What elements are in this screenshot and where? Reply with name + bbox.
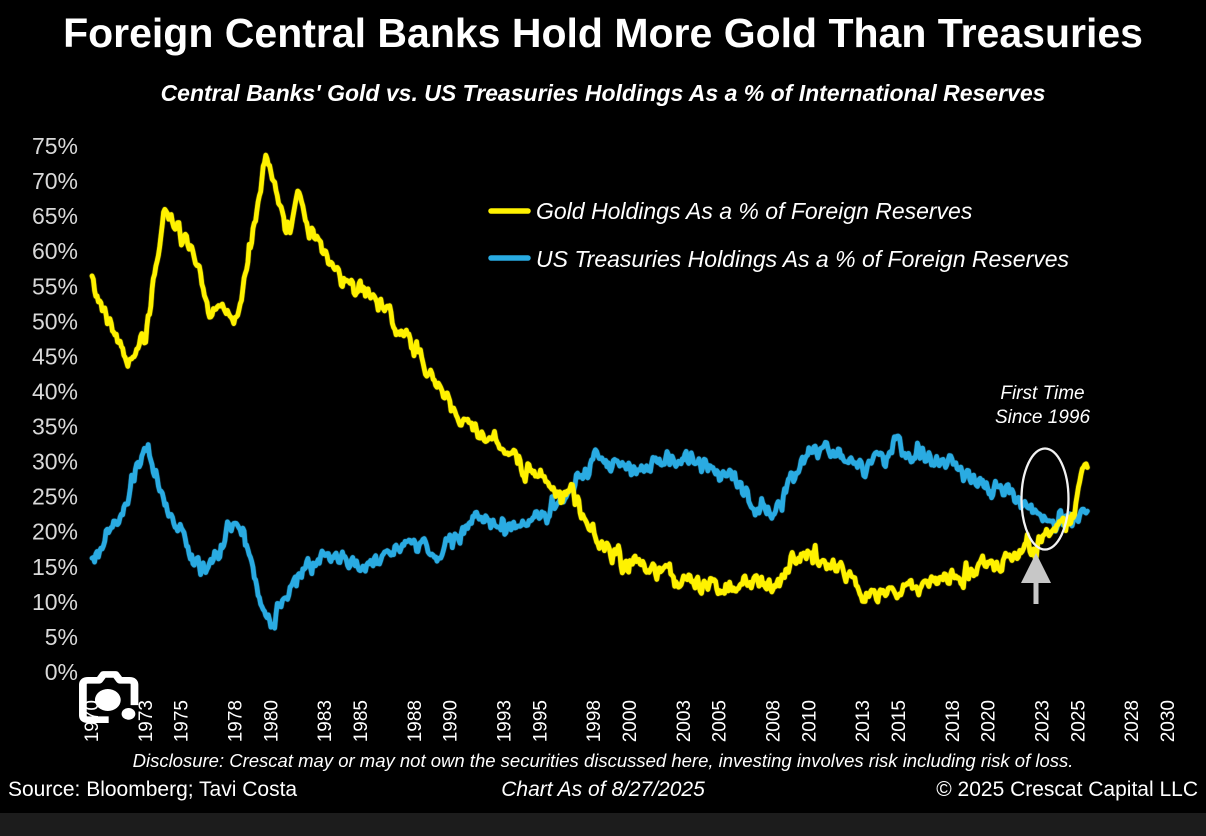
- svg-text:1973: 1973: [136, 700, 157, 742]
- svg-text:60%: 60%: [32, 238, 78, 264]
- svg-text:1975: 1975: [172, 700, 193, 742]
- svg-text:2015: 2015: [889, 700, 910, 742]
- svg-text:2003: 2003: [674, 700, 695, 742]
- svg-text:20%: 20%: [32, 519, 78, 545]
- svg-text:5%: 5%: [45, 624, 78, 650]
- svg-text:2000: 2000: [620, 700, 641, 742]
- svg-text:0%: 0%: [45, 659, 78, 685]
- svg-text:1978: 1978: [226, 700, 247, 742]
- svg-text:2018: 2018: [943, 700, 964, 742]
- svg-text:70%: 70%: [32, 168, 78, 194]
- svg-text:35%: 35%: [32, 414, 78, 440]
- svg-text:2025: 2025: [1068, 700, 1089, 742]
- svg-text:55%: 55%: [32, 273, 78, 299]
- svg-text:2010: 2010: [799, 700, 820, 742]
- svg-text:2028: 2028: [1122, 700, 1143, 742]
- svg-text:50%: 50%: [32, 308, 78, 334]
- svg-text:2013: 2013: [853, 700, 874, 742]
- svg-text:1993: 1993: [495, 700, 516, 742]
- svg-text:40%: 40%: [32, 379, 78, 405]
- svg-text:75%: 75%: [32, 133, 78, 159]
- svg-text:1998: 1998: [584, 700, 605, 742]
- svg-text:2005: 2005: [710, 700, 731, 742]
- svg-text:1995: 1995: [530, 700, 551, 742]
- svg-text:1983: 1983: [315, 700, 336, 742]
- svg-text:30%: 30%: [32, 449, 78, 475]
- svg-text:1985: 1985: [351, 700, 372, 742]
- svg-text:2020: 2020: [979, 700, 1000, 742]
- svg-text:1988: 1988: [405, 700, 426, 742]
- svg-text:1980: 1980: [261, 700, 282, 742]
- svg-text:65%: 65%: [32, 203, 78, 229]
- svg-text:2008: 2008: [764, 700, 785, 742]
- svg-text:1990: 1990: [441, 700, 462, 742]
- svg-text:15%: 15%: [32, 554, 78, 580]
- svg-text:25%: 25%: [32, 484, 78, 510]
- svg-text:2023: 2023: [1033, 700, 1054, 742]
- svg-text:10%: 10%: [32, 589, 78, 615]
- svg-text:2030: 2030: [1158, 700, 1179, 742]
- svg-text:45%: 45%: [32, 343, 78, 369]
